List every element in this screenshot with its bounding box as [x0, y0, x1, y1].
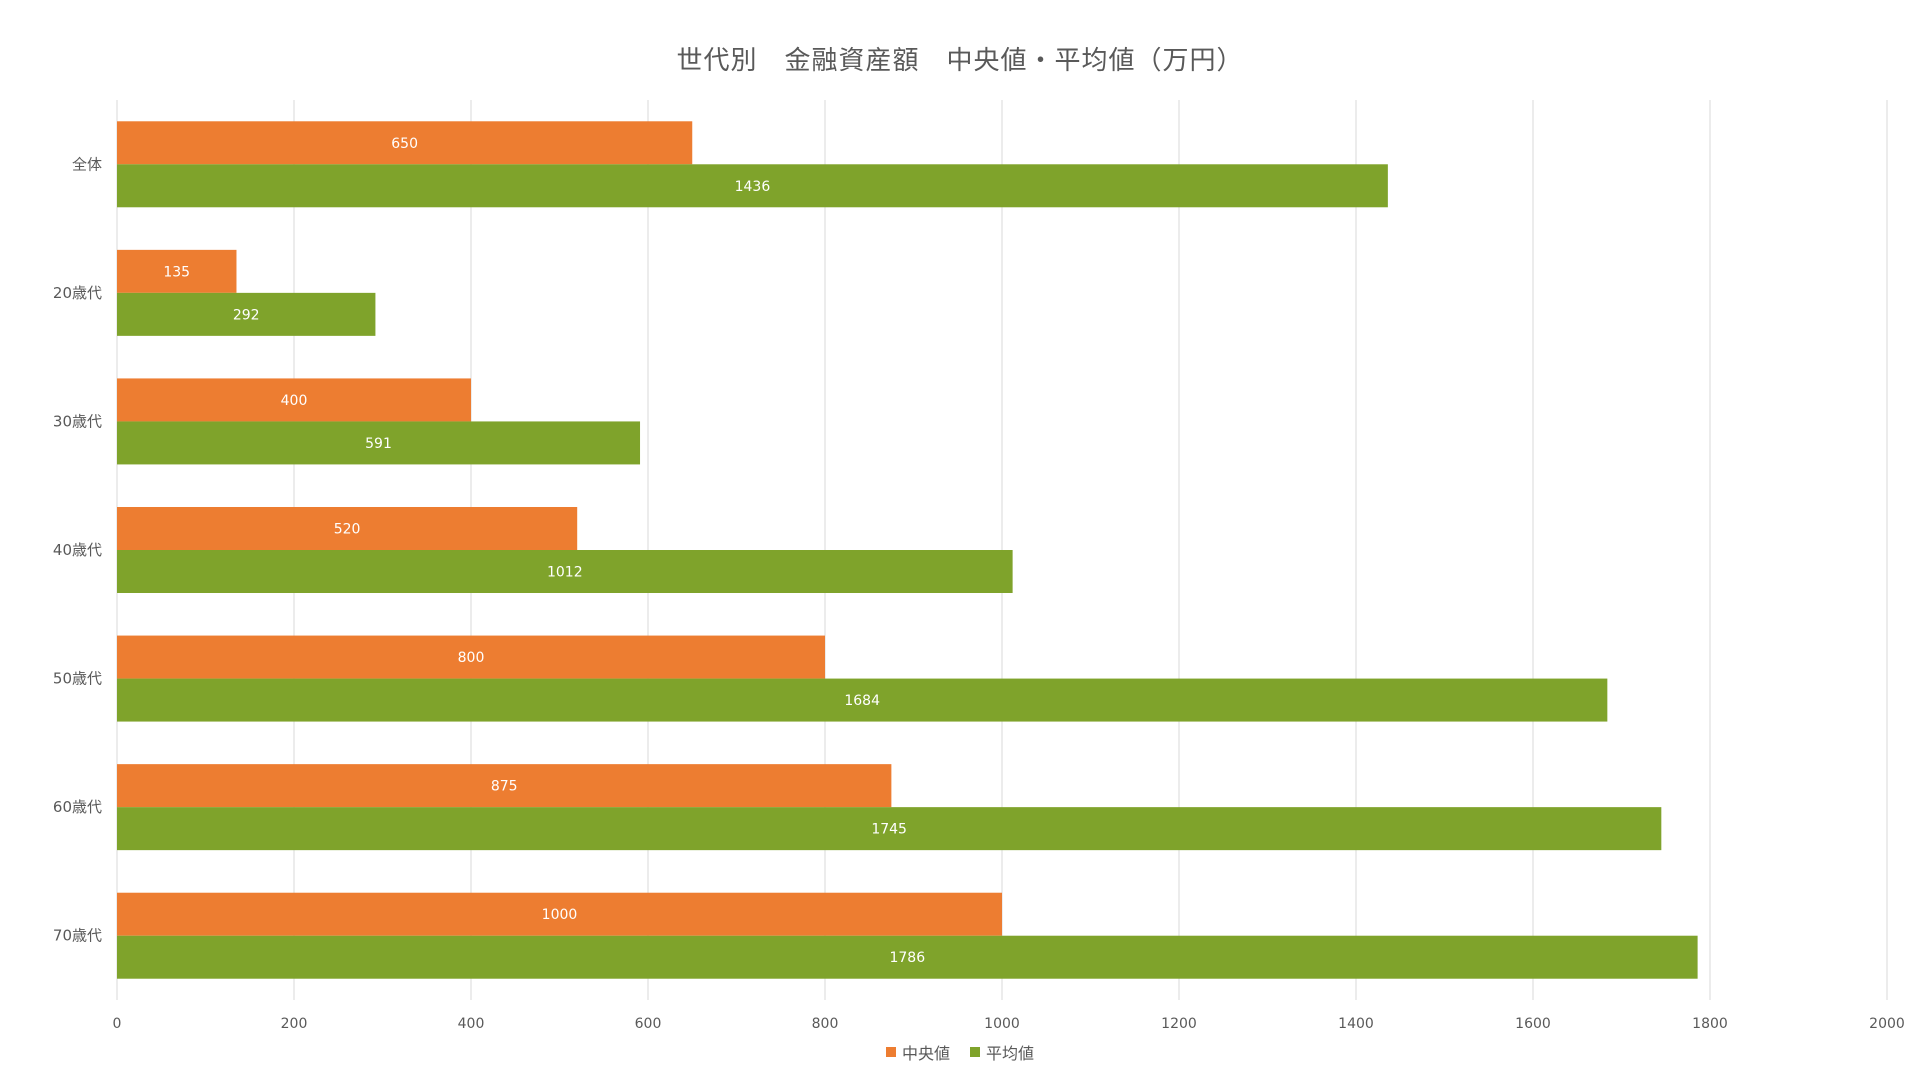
data-label-mean: 1786 [889, 950, 925, 966]
y-category-label: 40歳代 [53, 541, 102, 559]
y-category-label: 20歳代 [53, 284, 102, 302]
data-label-median: 650 [391, 136, 418, 152]
chart-title: 世代別 金融資産額 中央値・平均値（万円） [676, 46, 1244, 76]
x-tick-label: 2000 [1869, 1016, 1905, 1032]
data-label-mean: 1684 [844, 693, 880, 709]
bar-mean [117, 935, 1698, 979]
data-label-median: 135 [163, 264, 190, 280]
x-tick-label: 1800 [1692, 1016, 1728, 1032]
legend-swatch-mean [970, 1047, 980, 1057]
data-label-mean: 1436 [735, 179, 771, 195]
data-label-median: 800 [458, 650, 485, 666]
bar-mean [117, 421, 641, 465]
data-label-median: 875 [491, 779, 518, 795]
y-category-label: 30歳代 [53, 412, 102, 430]
bar-mean [117, 550, 1013, 593]
bar-median [117, 121, 693, 165]
legend-item-median[interactable]: 中央値 [885, 1040, 950, 1064]
x-tick-label: 1200 [1161, 1016, 1197, 1032]
legend-item-mean[interactable]: 平均値 [970, 1040, 1034, 1064]
y-category-label: 全体 [72, 155, 102, 173]
bar-median [117, 764, 892, 808]
bar-median [117, 507, 578, 550]
x-tick-label: 0 [113, 1016, 122, 1032]
legend-label-mean: 平均値 [986, 1044, 1035, 1063]
bar-mean [117, 164, 1388, 208]
legend: 中央値 平均値 [0, 1040, 1920, 1064]
x-tick-label: 400 [458, 1016, 485, 1032]
data-label-median: 520 [334, 522, 361, 538]
x-tick-label: 1400 [1338, 1016, 1374, 1032]
x-tick-label: 600 [635, 1016, 662, 1032]
legend-swatch-median [885, 1047, 896, 1057]
bar-mean [117, 807, 1662, 851]
data-label-mean: 292 [233, 307, 260, 323]
legend-label-median: 中央値 [901, 1044, 950, 1063]
x-tick-label: 1600 [1515, 1016, 1551, 1032]
bar-median [117, 892, 1002, 936]
bar-median [117, 378, 471, 422]
data-label-mean: 1012 [547, 565, 583, 581]
x-tick-label: 800 [812, 1016, 839, 1032]
bar-median [117, 635, 825, 679]
x-tick-label: 1000 [984, 1016, 1020, 1032]
y-category-label: 50歳代 [53, 670, 102, 688]
data-label-median: 1000 [542, 907, 578, 923]
data-label-mean: 591 [365, 436, 392, 452]
bar-mean [117, 678, 1608, 722]
bar-median [117, 249, 237, 293]
y-category-label: 60歳代 [53, 798, 102, 816]
data-label-mean: 1745 [871, 822, 907, 838]
x-tick-label: 200 [281, 1016, 308, 1032]
data-label-median: 400 [281, 393, 308, 409]
y-category-label: 70歳代 [53, 927, 102, 945]
bar-mean [117, 292, 376, 336]
